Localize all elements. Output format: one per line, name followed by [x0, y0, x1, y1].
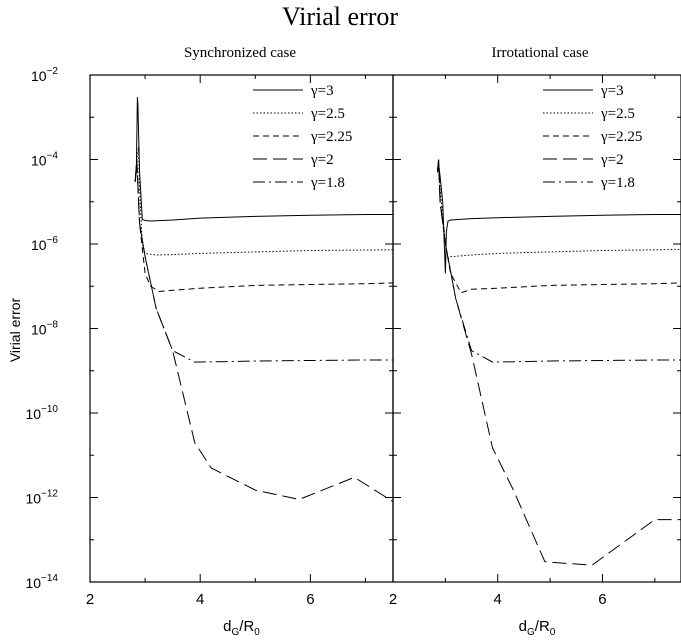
legend-label: γ=2.25	[310, 129, 352, 145]
right-panel-title: Irrotational case	[491, 45, 588, 61]
x-tick-label: 6	[598, 591, 606, 608]
y-tick-label: 10−8	[31, 320, 58, 338]
legend-label: γ=3	[600, 83, 624, 99]
series-line-γ=2.5	[134, 146, 393, 256]
series-line-γ=3	[437, 163, 681, 274]
x-tick-label: 2	[389, 591, 397, 608]
y-tick-label: 10−14	[25, 573, 58, 591]
x-tick-label: 6	[306, 591, 314, 608]
left-panel-title: Synchronized case	[184, 45, 296, 61]
series-line-γ=2.25	[134, 159, 393, 293]
legend-label: γ=2.25	[600, 129, 642, 145]
y-tick-label: 10−10	[25, 404, 58, 422]
plot-layer: 10−2 10−4 10−6 10−8 10−10 10−12 10−14 2 4 6 dG/R0 γ…	[25, 66, 681, 638]
legend-label: γ=2.5	[600, 106, 635, 122]
series-line-γ=2	[134, 159, 393, 503]
figure-title: Virial error	[282, 2, 398, 31]
y-tick-label: 10−6	[31, 235, 58, 253]
x-tick-label: 2	[86, 591, 94, 608]
legend-label: γ=3	[310, 83, 334, 99]
legend-label: γ=1.8	[600, 175, 635, 191]
plot-frame-1	[89, 74, 394, 583]
y-tick-label: 10−12	[25, 489, 58, 507]
series-line-γ=2.25	[437, 159, 681, 294]
x-axis-label: dG/R0	[519, 618, 556, 638]
y-axis-label: Virial error	[7, 298, 23, 363]
y-tick-label: 10−2	[31, 66, 58, 84]
legend-label: γ=2	[310, 152, 334, 168]
x-tick-label: 4	[196, 591, 204, 608]
y-tick-label: 10−4	[31, 151, 58, 169]
legend-label: γ=2	[600, 152, 624, 168]
series-line-γ=2.5	[437, 159, 681, 260]
legend-label: γ=1.8	[310, 175, 345, 191]
series-line-γ=2	[437, 159, 681, 566]
legend-label: γ=2.5	[310, 106, 345, 122]
x-axis-label: dG/R0	[223, 618, 260, 638]
series-line-γ=1.8	[437, 159, 681, 363]
plot-frame-2	[392, 74, 681, 583]
x-tick-label: 4	[494, 591, 502, 608]
series-line-γ=1.8	[134, 159, 393, 363]
series-line-γ=3	[134, 97, 393, 222]
